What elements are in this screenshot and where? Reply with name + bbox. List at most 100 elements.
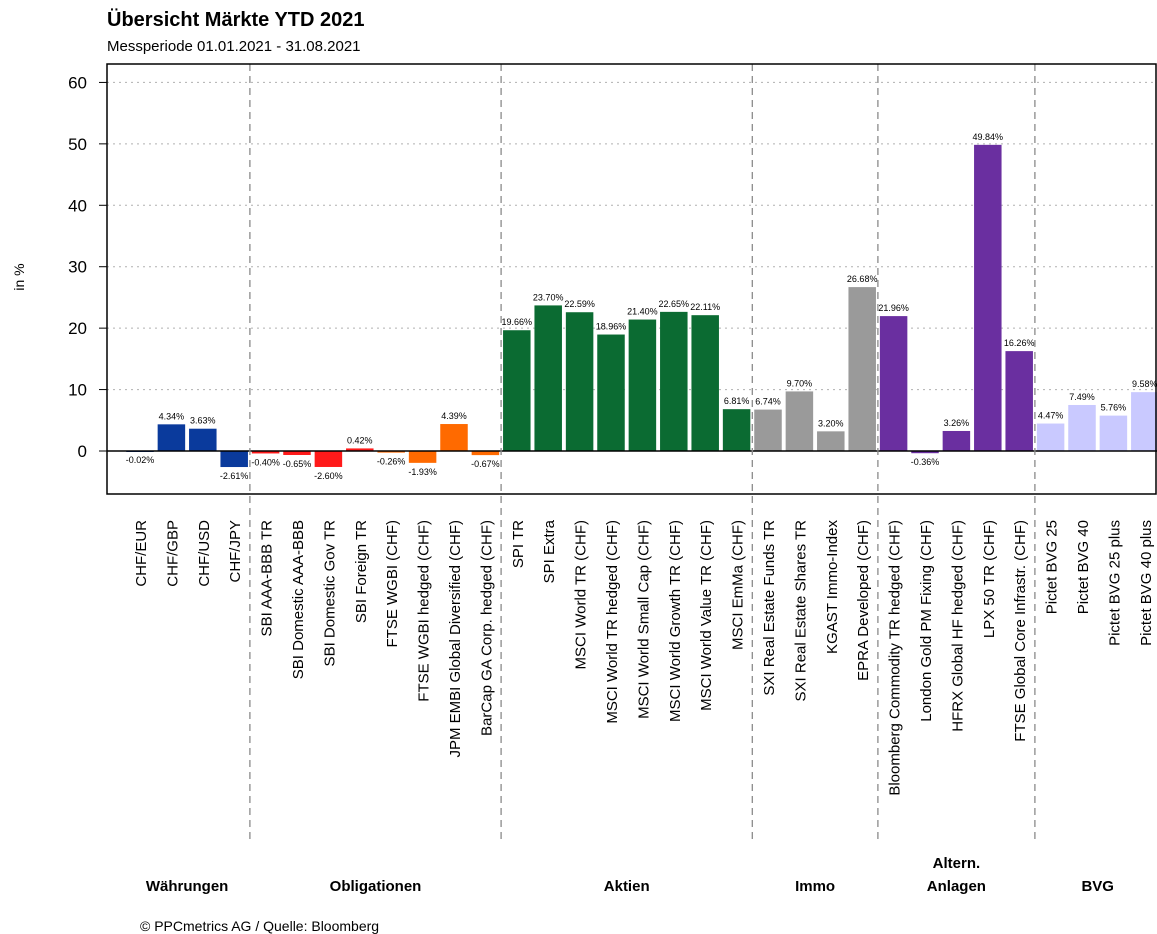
data-label: -0.40% bbox=[251, 457, 280, 467]
bar bbox=[785, 391, 814, 451]
data-label: 22.11% bbox=[690, 302, 720, 312]
category-label: FTSE Global Core Infrastr. (CHF) bbox=[1012, 520, 1029, 742]
bar bbox=[660, 311, 688, 451]
data-label: 18.96% bbox=[596, 322, 627, 332]
category-label: Bloomberg Commodity TR hedged (CHF) bbox=[887, 520, 904, 796]
bar bbox=[911, 451, 939, 454]
data-label: 21.96% bbox=[878, 303, 909, 313]
data-label: 19.66% bbox=[502, 317, 533, 327]
bar bbox=[1131, 392, 1157, 451]
data-label: 22.65% bbox=[659, 299, 690, 309]
category-label: MSCI EmMa (CHF) bbox=[730, 520, 747, 650]
category-label: SBI Foreign TR bbox=[353, 520, 370, 623]
bar bbox=[189, 428, 217, 451]
category-label: SPI Extra bbox=[541, 519, 558, 583]
data-label: -1.93% bbox=[408, 467, 437, 477]
data-label: 4.39% bbox=[441, 411, 467, 421]
data-label: 21.40% bbox=[627, 307, 658, 317]
bar bbox=[220, 451, 248, 468]
bar bbox=[1068, 404, 1096, 451]
data-label: 3.63% bbox=[190, 416, 216, 426]
data-label: 4.47% bbox=[1038, 411, 1064, 421]
data-label: 3.20% bbox=[818, 418, 844, 428]
y-tick-label: 0 bbox=[78, 442, 87, 461]
category-label: MSCI World TR hedged (CHF) bbox=[604, 520, 621, 724]
data-label: 16.26% bbox=[1004, 338, 1035, 348]
bar bbox=[1099, 415, 1128, 451]
bar bbox=[879, 316, 908, 451]
y-tick-label: 10 bbox=[68, 381, 87, 400]
data-label: 9.58% bbox=[1132, 379, 1157, 389]
data-label: 7.49% bbox=[1069, 392, 1095, 402]
bar bbox=[1036, 423, 1065, 451]
data-label: 22.59% bbox=[564, 299, 595, 309]
data-label: 6.81% bbox=[724, 396, 750, 406]
group-label: BVG bbox=[1081, 878, 1114, 895]
bar bbox=[471, 451, 500, 456]
y-tick-label: 50 bbox=[68, 135, 87, 154]
category-label: FTSE WGBI hedged (CHF) bbox=[416, 520, 433, 702]
data-label: 26.68% bbox=[847, 274, 878, 284]
bar bbox=[251, 451, 280, 454]
y-tick-label: 20 bbox=[68, 319, 87, 338]
category-label: HFRX Global HF hedged (CHF) bbox=[949, 520, 966, 732]
data-label: 9.70% bbox=[787, 378, 813, 388]
category-label: MSCI World TR (CHF) bbox=[573, 520, 590, 669]
category-label: SXI Real Estate Shares TR bbox=[792, 520, 809, 702]
bar bbox=[534, 305, 562, 451]
bar bbox=[628, 319, 657, 451]
bar bbox=[565, 312, 594, 451]
category-label: Pictet BVG 25 bbox=[1044, 520, 1061, 614]
category-label: Pictet BVG 40 bbox=[1075, 520, 1092, 614]
category-label: SBI AAA-BBB TR bbox=[259, 520, 276, 637]
data-label: -0.67% bbox=[471, 459, 500, 469]
bar bbox=[503, 330, 531, 451]
category-label: SBI Domestic AAA-BBB bbox=[290, 520, 307, 679]
category-label: MSCI World Growth TR (CHF) bbox=[667, 520, 684, 722]
bar bbox=[440, 424, 468, 451]
category-label: FTSE WGBI (CHF) bbox=[384, 520, 401, 648]
data-label: -2.61% bbox=[220, 471, 249, 481]
group-label: Anlagen bbox=[927, 878, 986, 895]
category-label: CHF/GBP bbox=[164, 520, 181, 587]
source-footer: © PPCmetrics AG / Quelle: Bloomberg bbox=[140, 918, 380, 934]
bar bbox=[1005, 351, 1033, 451]
category-label: London Gold PM Fixing (CHF) bbox=[918, 520, 935, 722]
bar bbox=[408, 451, 437, 463]
category-label: SPI TR bbox=[510, 520, 527, 568]
y-axis-label: in % bbox=[11, 263, 27, 290]
data-label: 5.76% bbox=[1101, 403, 1127, 413]
group-label: Obligationen bbox=[330, 878, 422, 895]
data-label: 3.26% bbox=[944, 418, 970, 428]
category-label: Pictet BVG 25 plus bbox=[1106, 520, 1123, 646]
bar bbox=[722, 409, 751, 451]
bar bbox=[283, 451, 311, 455]
chart-title: Übersicht Märkte YTD 2021 bbox=[107, 9, 365, 31]
category-label: CHF/JPY bbox=[227, 520, 244, 583]
category-label: CHF/USD bbox=[196, 520, 213, 587]
data-label: 4.34% bbox=[159, 411, 185, 421]
bar bbox=[974, 144, 1002, 451]
group-label: Altern. bbox=[933, 855, 981, 872]
bar bbox=[942, 430, 971, 451]
category-label: SXI Real Estate Funds TR bbox=[761, 520, 778, 696]
y-tick-label: 40 bbox=[68, 196, 87, 215]
data-label: -2.60% bbox=[314, 471, 343, 481]
data-label: 23.70% bbox=[533, 292, 564, 302]
data-label: -0.36% bbox=[911, 457, 940, 467]
bar bbox=[346, 448, 374, 451]
bar bbox=[817, 431, 845, 451]
group-label: Währungen bbox=[146, 878, 229, 895]
data-label: -0.02% bbox=[126, 455, 155, 465]
chart-subtitle: Messperiode 01.01.2021 - 31.08.2021 bbox=[107, 38, 361, 55]
plot-frame bbox=[106, 63, 1157, 495]
category-label: BarCap GA Corp. hedged (CHF) bbox=[478, 520, 495, 736]
bar bbox=[848, 287, 876, 451]
bar bbox=[314, 451, 343, 467]
bar bbox=[157, 424, 186, 451]
bar bbox=[377, 451, 405, 453]
category-label: MSCI World Value TR (CHF) bbox=[698, 520, 715, 711]
category-label: LPX 50 TR (CHF) bbox=[981, 520, 998, 638]
category-label: MSCI World Small Cap (CHF) bbox=[635, 520, 652, 719]
